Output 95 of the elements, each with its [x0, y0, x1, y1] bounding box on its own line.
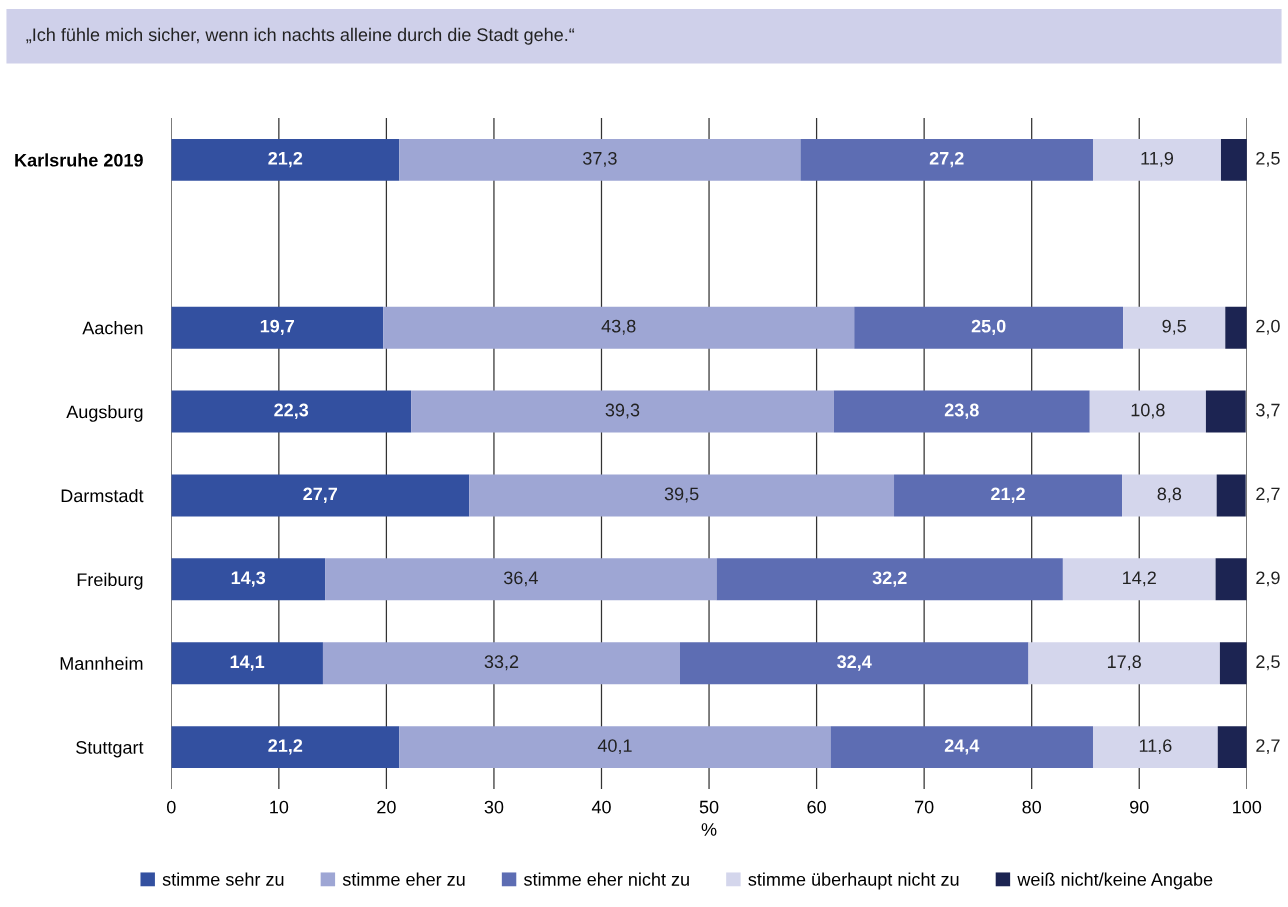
data-label: 32,4	[837, 655, 872, 671]
y-tick-label: Mannheim	[60, 656, 143, 670]
data-label: 2,5	[1256, 655, 1280, 671]
bar	[833, 390, 1090, 433]
data-label: 19,7	[260, 319, 295, 336]
bar	[171, 474, 470, 517]
bar	[399, 726, 831, 769]
y-tick-label: Darmstadt	[61, 488, 144, 503]
bar	[1216, 474, 1246, 517]
data-label: 8,8	[1157, 487, 1182, 503]
y-tick-label: Freiburg	[77, 572, 143, 590]
bar	[1122, 474, 1217, 517]
chart-title: „Ich fühle mich sicher, wenn ich nachts alleine durch die Stadt gehe.“	[26, 27, 575, 45]
legend-label: stimme eher zu	[342, 872, 465, 886]
x-tick-label: 20	[377, 800, 396, 814]
x-tick-label: 70	[915, 800, 934, 814]
data-label: 2,0	[1256, 319, 1280, 335]
bar	[171, 558, 326, 601]
data-label: 27,7	[303, 487, 338, 503]
x-tick-label: 90	[1130, 800, 1149, 814]
data-label: 22,3	[274, 403, 309, 420]
data-label: 2,7	[1256, 739, 1280, 755]
data-label: 37,3	[583, 151, 617, 167]
data-label: 21,2	[268, 151, 303, 168]
data-label: 39,3	[605, 403, 640, 419]
data-label: 11,6	[1139, 739, 1172, 755]
data-label: 21,2	[268, 739, 303, 755]
data-label: 27,2	[929, 151, 964, 168]
bar	[383, 306, 855, 349]
bar	[469, 474, 895, 517]
bar	[1028, 642, 1220, 685]
legend-label: stimme eher nicht zu	[524, 872, 689, 886]
x-tick-label: 60	[807, 800, 826, 814]
bar	[171, 726, 400, 769]
x-tick-label: 100	[1233, 800, 1262, 814]
x-tick-label: 30	[484, 800, 504, 814]
data-label: 11,9	[1141, 151, 1174, 167]
bar	[1123, 306, 1226, 349]
x-axis-title: %	[701, 823, 717, 836]
data-label: 39,5	[664, 487, 699, 503]
bar	[1092, 726, 1218, 769]
bar	[1225, 306, 1247, 349]
bar	[171, 390, 412, 433]
bar	[1217, 726, 1247, 769]
data-label: 25,0	[971, 319, 1006, 336]
data-label: 2,5	[1256, 151, 1280, 167]
x-tick-label: 80	[1022, 800, 1042, 814]
bar	[1092, 138, 1221, 181]
bar	[322, 642, 681, 685]
data-label: 40,1	[597, 739, 632, 755]
bar	[716, 558, 1063, 601]
bar	[830, 726, 1093, 769]
bar	[171, 138, 400, 181]
data-label: 3,7	[1256, 403, 1280, 419]
bar	[171, 306, 384, 349]
bar	[1220, 138, 1247, 181]
bar	[854, 306, 1124, 349]
data-label: 24,4	[944, 739, 980, 755]
data-label: 23,8	[944, 403, 979, 420]
bar	[1062, 558, 1216, 601]
bar	[1215, 558, 1247, 601]
x-tick-label: 40	[591, 800, 611, 814]
y-tick-label: Karlsruhe 2019	[15, 153, 143, 167]
x-tick-label: 0	[166, 800, 176, 814]
bar	[800, 138, 1093, 181]
bar	[411, 390, 834, 433]
bar	[399, 138, 801, 181]
data-label: 2,7	[1256, 487, 1280, 503]
legend-label: stimme sehr zu	[162, 872, 284, 886]
y-tick-label: Augsburg	[66, 405, 143, 422]
data-label: 14,1	[230, 655, 265, 671]
data-label: 10,8	[1131, 403, 1165, 419]
legend-label: stimme überhaupt nicht zu	[748, 872, 959, 890]
y-tick-label: Stuttgart	[76, 741, 144, 758]
y-tick-label: Aachen	[82, 321, 143, 335]
data-label: 17,8	[1107, 655, 1141, 671]
data-label: 14,3	[231, 571, 266, 587]
data-label: 36,4	[503, 571, 538, 587]
data-label: 21,2	[991, 487, 1025, 503]
bar	[1219, 642, 1247, 685]
bar	[680, 642, 1029, 685]
bar	[1205, 390, 1246, 433]
x-tick-label: 50	[699, 800, 719, 814]
legend-label: weiß nicht/keine Angabe	[1017, 872, 1213, 890]
bar	[894, 474, 1123, 517]
bar	[1089, 390, 1206, 433]
x-tick-label: 10	[270, 800, 289, 814]
bar	[171, 642, 323, 685]
data-label: 32,2	[872, 571, 907, 587]
data-label: 9,5	[1162, 319, 1186, 335]
data-label: 14,2	[1123, 571, 1156, 587]
bar	[325, 558, 717, 601]
data-label: 2,9	[1256, 571, 1280, 587]
data-label: 43,8	[601, 319, 636, 335]
data-label: 33,2	[484, 655, 519, 671]
